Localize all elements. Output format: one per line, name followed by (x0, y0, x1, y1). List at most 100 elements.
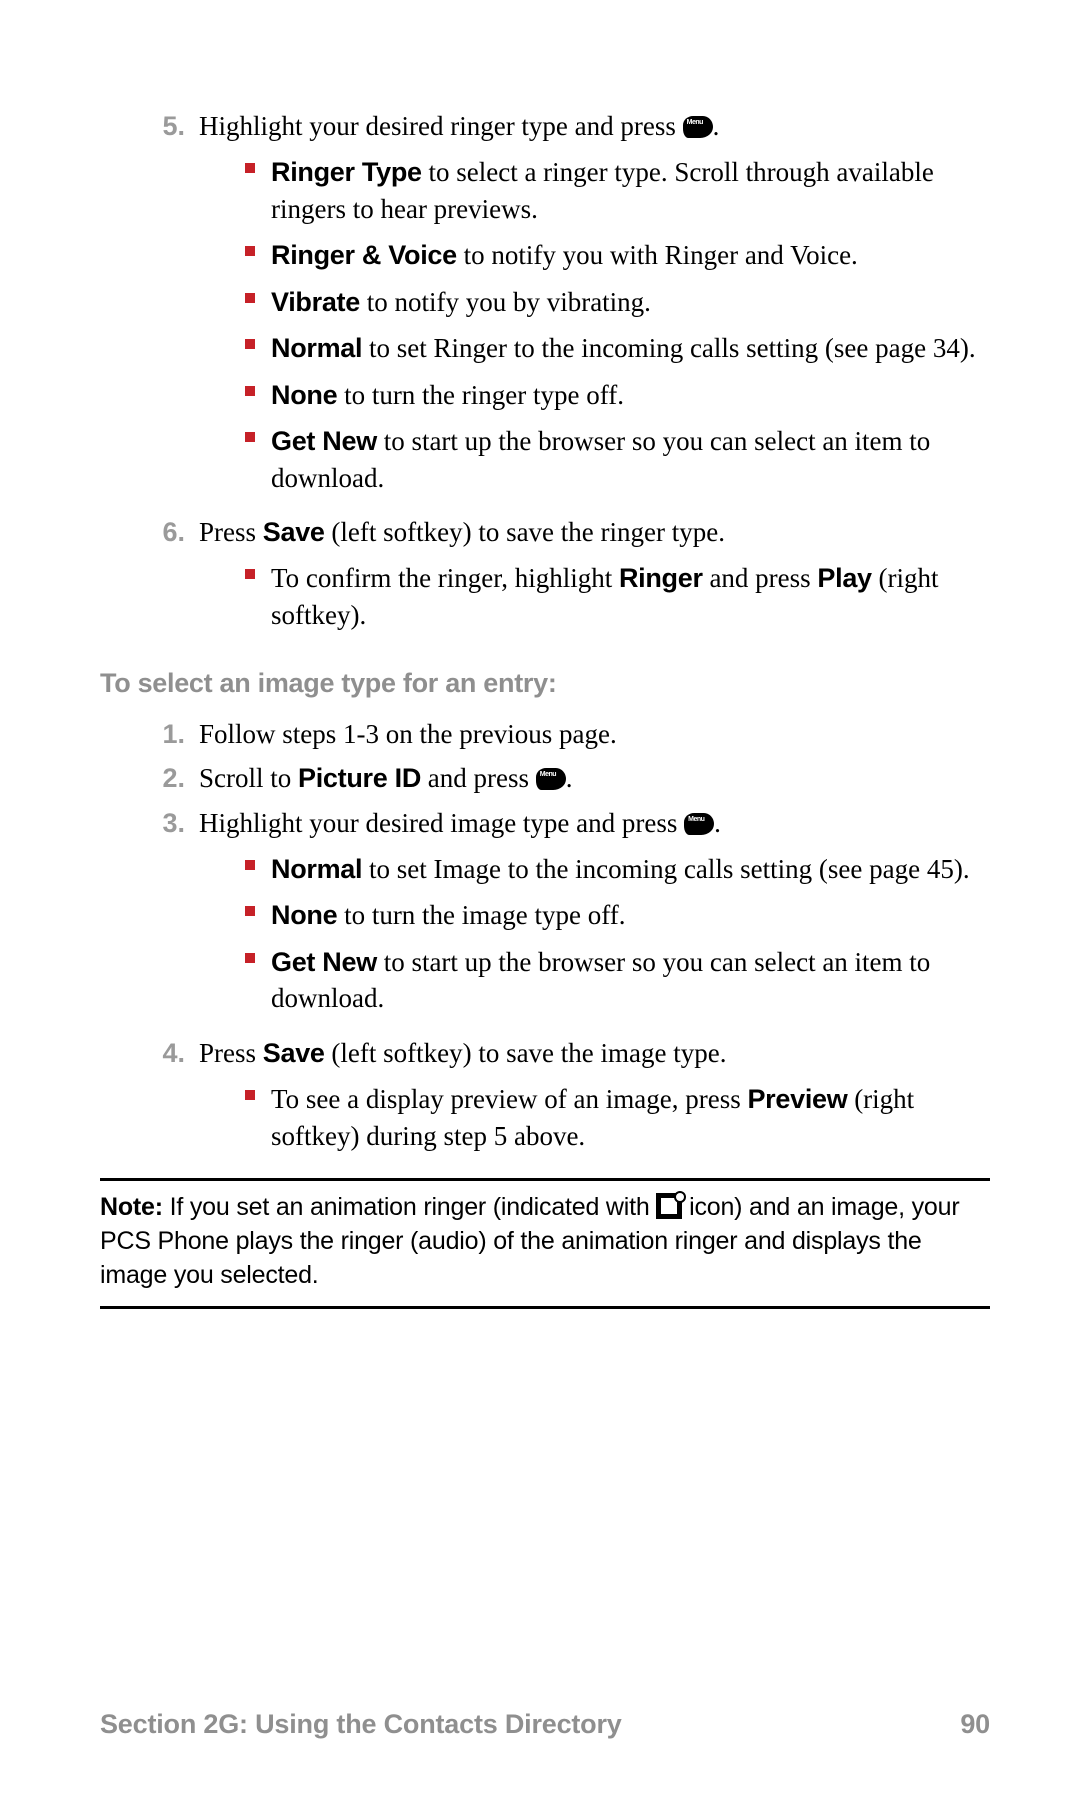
animation-ringer-icon (656, 1193, 682, 1219)
sub-item-preview: To see a display preview of an image, pr… (245, 1081, 990, 1154)
sub-list: To see a display preview of an image, pr… (199, 1081, 990, 1154)
step-5: 5. Highlight your desired ringer type an… (140, 108, 990, 506)
t: Press (199, 1038, 263, 1068)
sub-item-none: None to turn the ringer type off. (245, 377, 990, 413)
step-body: Press Save (left softkey) to save the im… (199, 1035, 990, 1164)
menu-ok-icon (684, 813, 714, 835)
bullet-icon (245, 1081, 271, 1154)
t: Scroll to (199, 763, 298, 793)
step-body: Highlight your desired ringer type and p… (199, 108, 990, 506)
text: Normal to set Image to the incoming call… (271, 851, 990, 887)
label: Normal (271, 854, 362, 884)
sub-list: Normal to set Image to the incoming call… (199, 851, 990, 1017)
subheading: To select an image type for an entry: (100, 665, 990, 701)
step-body: Scroll to Picture ID and press . (199, 760, 990, 796)
t: . (714, 808, 721, 838)
label: Ringer & Voice (271, 240, 457, 270)
text: Ringer Type to select a ringer type. Scr… (271, 154, 990, 227)
bullet-icon (245, 377, 271, 413)
t: and press (421, 763, 536, 793)
text: . (713, 111, 720, 141)
label: Picture ID (298, 763, 421, 793)
t: Highlight your desired image type and pr… (199, 808, 684, 838)
manual-page: 5. Highlight your desired ringer type an… (0, 0, 1080, 1800)
bullet-icon (245, 897, 271, 933)
label: None (271, 380, 337, 410)
bullet-icon (245, 851, 271, 887)
step-number: 5. (140, 108, 199, 506)
t: To confirm the ringer, highlight (271, 563, 619, 593)
desc: to notify you by vibrating. (360, 287, 651, 317)
image-step-4: 4. Press Save (left softkey) to save the… (140, 1035, 990, 1164)
page-number: 90 (960, 1709, 990, 1740)
step-number: 3. (140, 805, 199, 1027)
text: Vibrate to notify you by vibrating. (271, 284, 990, 320)
t: and press (703, 563, 818, 593)
desc: to set Ringer to the incoming calls sett… (362, 333, 975, 363)
image-step-1: 1. Follow steps 1-3 on the previous page… (140, 716, 990, 752)
step-number: 2. (140, 760, 199, 796)
label: Play (817, 563, 871, 593)
text: Highlight your desired ringer type and p… (199, 111, 683, 141)
text: Get New to start up the browser so you c… (271, 423, 990, 496)
sub-item-normal: Normal to set Ringer to the incoming cal… (245, 330, 990, 366)
note-label: Note: (100, 1193, 163, 1221)
section-label: Section 2G: Using the Contacts Directory (100, 1709, 622, 1740)
sub-list: Ringer Type to select a ringer type. Scr… (199, 154, 990, 496)
step-6: 6. Press Save (left softkey) to save the… (140, 514, 990, 643)
text: Normal to set Ringer to the incoming cal… (271, 330, 990, 366)
label: None (271, 900, 337, 930)
sub-item-none: None to turn the image type off. (245, 897, 990, 933)
label: Ringer Type (271, 157, 422, 187)
bullet-icon (245, 560, 271, 633)
step-body: Highlight your desired image type and pr… (199, 805, 990, 1027)
menu-ok-icon (536, 768, 566, 790)
sub-list: To confirm the ringer, highlight Ringer … (199, 560, 990, 633)
menu-ok-icon (683, 116, 713, 138)
bullet-icon (245, 284, 271, 320)
sub-item-normal: Normal to set Image to the incoming call… (245, 851, 990, 887)
bullet-icon (245, 944, 271, 1017)
note-box: Note: If you set an animation ringer (in… (100, 1178, 990, 1309)
image-step-2: 2. Scroll to Picture ID and press . (140, 760, 990, 796)
step-number: 1. (140, 716, 199, 752)
sub-item-ringer-type: Ringer Type to select a ringer type. Scr… (245, 154, 990, 227)
step-body: Press Save (left softkey) to save the ri… (199, 514, 990, 643)
desc: to set Image to the incoming calls setti… (362, 854, 969, 884)
label: Preview (747, 1084, 847, 1114)
text: Follow steps 1-3 on the previous page. (199, 716, 990, 752)
text: Get New to start up the browser so you c… (271, 944, 990, 1017)
sub-item-get-new: Get New to start up the browser so you c… (245, 944, 990, 1017)
label: Get New (271, 426, 377, 456)
sub-item-ringer-voice: Ringer & Voice to notify you with Ringer… (245, 237, 990, 273)
label: Save (263, 517, 325, 547)
step-number: 6. (140, 514, 199, 643)
page-footer: Section 2G: Using the Contacts Directory… (100, 1709, 990, 1740)
text: None to turn the image type off. (271, 897, 990, 933)
label: Ringer (619, 563, 703, 593)
text: To see a display preview of an image, pr… (271, 1081, 990, 1154)
bullet-icon (245, 237, 271, 273)
bullet-icon (245, 330, 271, 366)
t: (left softkey) to save the image type. (325, 1038, 727, 1068)
image-step-3: 3. Highlight your desired image type and… (140, 805, 990, 1027)
text: (left softkey) to save the ringer type. (325, 517, 725, 547)
label: Vibrate (271, 287, 360, 317)
t: . (566, 763, 573, 793)
text: To confirm the ringer, highlight Ringer … (271, 560, 990, 633)
label: Normal (271, 333, 362, 363)
sub-item-vibrate: Vibrate to notify you by vibrating. (245, 284, 990, 320)
step-number: 4. (140, 1035, 199, 1164)
desc: to turn the image type off. (337, 900, 625, 930)
body-content: 5. Highlight your desired ringer type an… (100, 108, 990, 1309)
text: Press (199, 517, 263, 547)
t: To see a display preview of an image, pr… (271, 1084, 747, 1114)
sub-item-get-new: Get New to start up the browser so you c… (245, 423, 990, 496)
bullet-icon (245, 423, 271, 496)
label: Get New (271, 947, 377, 977)
bullet-icon (245, 154, 271, 227)
sub-item-confirm: To confirm the ringer, highlight Ringer … (245, 560, 990, 633)
t: If you set an animation ringer (indicate… (163, 1193, 656, 1221)
text: None to turn the ringer type off. (271, 377, 990, 413)
desc: to turn the ringer type off. (337, 380, 624, 410)
